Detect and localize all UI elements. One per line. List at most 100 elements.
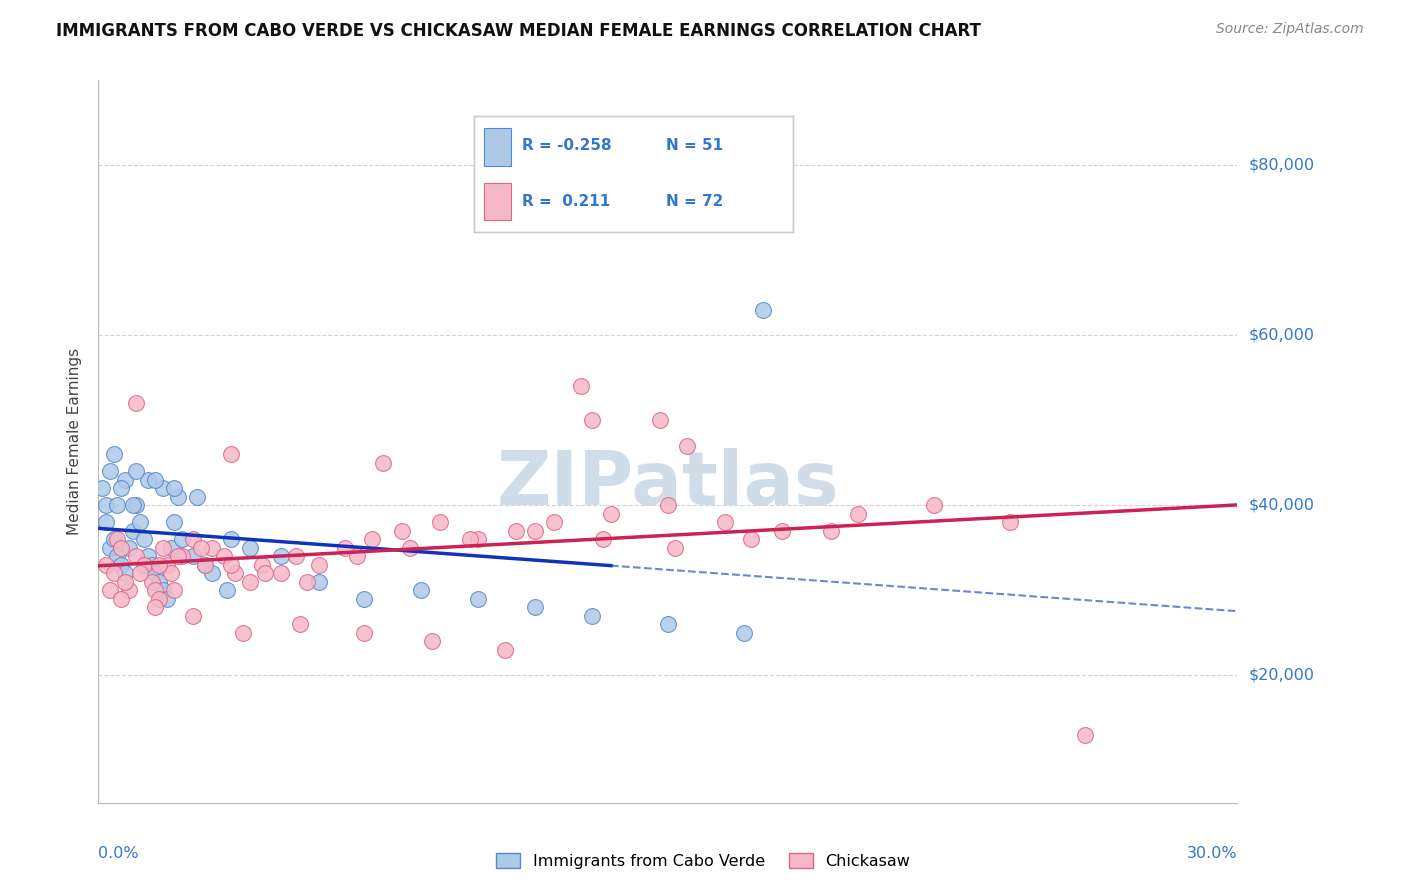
Point (714, 516, 737, 530)
Point (129, 566, 152, 581)
Y-axis label: Median Female Earnings: Median Female Earnings (67, 348, 83, 535)
Point (371, 456, 394, 470)
Point (125, 464, 148, 478)
Point (98, 541, 121, 555)
Point (429, 516, 451, 530)
Point (288, 617, 311, 632)
Point (121, 524, 143, 538)
Point (183, 608, 205, 623)
Point (94, 516, 117, 530)
Point (170, 549, 193, 564)
Point (159, 541, 181, 555)
Point (505, 524, 527, 538)
Point (98, 464, 121, 478)
Point (125, 396, 148, 410)
Text: ZIPatlas: ZIPatlas (496, 449, 839, 522)
Point (163, 516, 186, 530)
Point (94, 498, 117, 512)
Point (592, 533, 614, 547)
Point (676, 439, 699, 453)
Point (335, 541, 357, 555)
Point (183, 549, 205, 564)
Point (148, 558, 170, 572)
Point (232, 625, 254, 640)
Point (132, 533, 155, 547)
Point (212, 549, 235, 564)
Point (657, 498, 679, 512)
Point (467, 591, 489, 606)
Point (167, 490, 190, 504)
Point (664, 541, 686, 555)
Point (353, 591, 375, 606)
Point (467, 533, 489, 547)
Point (114, 574, 136, 589)
Point (152, 541, 174, 555)
Point (94, 558, 117, 572)
Point (581, 413, 603, 427)
Point (103, 447, 125, 461)
Point (145, 600, 167, 615)
Point (353, 625, 375, 640)
Point (346, 549, 368, 564)
Point (110, 541, 132, 555)
Point (145, 566, 167, 581)
Point (145, 473, 167, 487)
Point (156, 591, 179, 606)
Point (250, 558, 273, 572)
Point (1074, 728, 1097, 742)
Point (190, 541, 212, 555)
Point (391, 524, 413, 538)
Text: $60,000: $60,000 (1249, 327, 1315, 343)
Point (152, 583, 174, 598)
Text: 0.0%: 0.0% (98, 847, 139, 861)
Point (846, 507, 869, 521)
Point (194, 558, 217, 572)
Text: IMMIGRANTS FROM CABO VERDE VS CHICKASAW MEDIAN FEMALE EARNINGS CORRELATION CHART: IMMIGRANTS FROM CABO VERDE VS CHICKASAW … (56, 22, 981, 40)
Point (543, 516, 565, 530)
Point (221, 558, 243, 572)
Point (581, 608, 603, 623)
Point (524, 524, 547, 538)
Point (148, 574, 170, 589)
Point (141, 558, 163, 572)
Point (148, 591, 170, 606)
Point (163, 481, 186, 495)
Point (308, 558, 330, 572)
Point (91, 481, 114, 495)
Point (360, 533, 382, 547)
Text: $40,000: $40,000 (1249, 498, 1315, 513)
Point (752, 302, 775, 317)
Point (221, 533, 243, 547)
Point (141, 574, 163, 589)
Point (152, 481, 174, 495)
Point (494, 642, 516, 657)
Point (297, 574, 319, 589)
Point (107, 498, 129, 512)
Point (121, 498, 143, 512)
Point (110, 591, 132, 606)
Point (270, 549, 292, 564)
Point (284, 549, 307, 564)
Point (145, 583, 167, 598)
Point (103, 566, 125, 581)
Point (167, 549, 190, 564)
Point (159, 566, 181, 581)
Point (922, 498, 945, 512)
Point (224, 566, 246, 581)
Point (114, 473, 136, 487)
Point (201, 541, 224, 555)
Point (186, 490, 208, 504)
Point (118, 541, 141, 555)
Point (201, 566, 224, 581)
Point (239, 574, 262, 589)
Point (254, 566, 277, 581)
Point (170, 533, 193, 547)
Point (110, 481, 132, 495)
Point (217, 583, 239, 598)
Point (194, 558, 217, 572)
Text: $20,000: $20,000 (1249, 668, 1315, 682)
Point (308, 574, 330, 589)
Point (107, 549, 129, 564)
Point (460, 533, 482, 547)
Point (103, 533, 125, 547)
